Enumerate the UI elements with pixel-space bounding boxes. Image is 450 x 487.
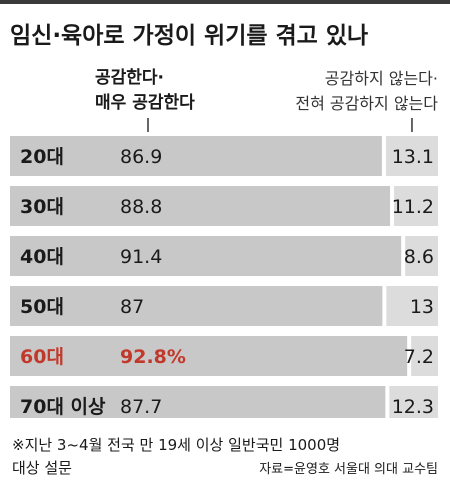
bar-disagree xyxy=(386,286,438,326)
bar-agree xyxy=(10,236,402,276)
category-label: 30대 xyxy=(20,196,64,218)
footnote-line-2: 대상 설문 xyxy=(12,459,72,477)
category-label: 60대 xyxy=(20,346,64,368)
value-label-agree: 91.4 xyxy=(120,246,162,268)
top-rule xyxy=(0,0,450,4)
chart-title: 임신·육아로 가정이 위기를 겪고 있나 xyxy=(10,23,369,49)
footnote: ※지난 3~4월 전국 만 19세 이상 일반국민 1000명 대상 설문 xyxy=(12,434,340,480)
value-label-disagree: 13.1 xyxy=(392,146,434,168)
bar-agree xyxy=(10,136,382,176)
value-label-agree: 88.8 xyxy=(120,196,162,218)
value-label-agree: 86.9 xyxy=(120,146,162,168)
bar-agree xyxy=(10,286,383,326)
legend-agree: 공감한다· 매우 공감한다 xyxy=(95,66,195,116)
footnote-line-1: ※지난 3~4월 전국 만 19세 이상 일반국민 1000명 xyxy=(12,436,341,454)
legend-disagree-line-1: 공감하지 않는다· xyxy=(324,69,438,88)
legend-disagree-line-2: 전혀 공감하지 않는다 xyxy=(295,94,438,113)
value-label-disagree: 13 xyxy=(410,296,434,318)
source-credit: 자료=윤영호 서울대 의대 교수팀 xyxy=(259,462,438,477)
stacked-bar-chart: 20대 86.9 13.1 30대 88.8 11.2 40대 91.4 8.6 50대 87 13 6… xyxy=(10,118,438,418)
bar-agree xyxy=(10,386,386,418)
bar-disagree xyxy=(405,236,438,276)
legend-disagree: 공감하지 않는다· 전혀 공감하지 않는다 xyxy=(295,66,438,116)
value-label-disagree: 12.3 xyxy=(392,396,434,418)
bar-disagree xyxy=(411,336,438,376)
value-label-agree: 87.7 xyxy=(120,396,162,418)
category-label: 50대 xyxy=(20,296,64,318)
value-label-agree: 92.8% xyxy=(120,346,186,368)
value-label-disagree: 8.6 xyxy=(404,246,434,268)
bar-disagree xyxy=(394,186,438,226)
legend-agree-line-2: 매우 공감한다 xyxy=(95,93,195,113)
category-label: 40대 xyxy=(20,246,64,268)
value-label-disagree: 7.2 xyxy=(404,346,434,368)
bar-agree xyxy=(10,186,391,226)
bar-disagree xyxy=(385,136,438,176)
category-label: 70대 이상 xyxy=(20,396,106,418)
bar-agree xyxy=(10,336,408,376)
value-label-disagree: 11.2 xyxy=(392,196,434,218)
category-label: 20대 xyxy=(20,146,64,168)
legend-agree-line-1: 공감한다· xyxy=(95,68,165,88)
bar-disagree xyxy=(389,386,438,418)
value-label-agree: 87 xyxy=(120,296,144,318)
